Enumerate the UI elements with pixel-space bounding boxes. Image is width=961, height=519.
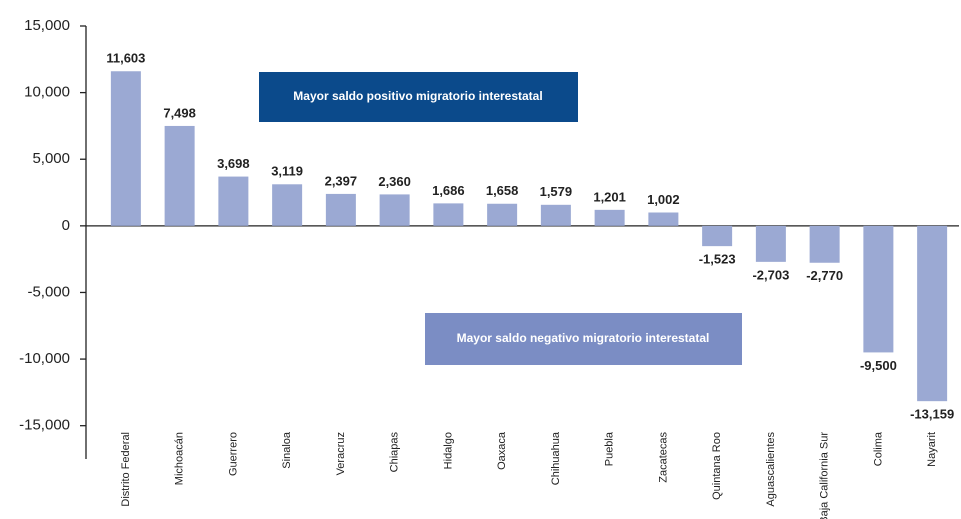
x-tick-label: Oaxaca: [496, 431, 508, 470]
value-label: 3,698: [217, 156, 250, 171]
x-tick-label: Colima: [872, 431, 884, 466]
y-tick-label: 10,000: [24, 84, 70, 101]
y-tick-label: 15,000: [24, 17, 70, 34]
bar: [110, 71, 141, 226]
value-label: -13,159: [910, 407, 954, 422]
value-label: 2,397: [325, 173, 358, 188]
y-tick-label: -5,000: [27, 283, 70, 300]
bar: [755, 225, 786, 262]
y-tick-label: 5,000: [32, 150, 70, 167]
x-tick-label: Nayarit: [926, 432, 938, 467]
value-label: 1,002: [647, 192, 680, 207]
value-label: 1,201: [593, 189, 626, 204]
x-tick-label: Sinaloa: [281, 431, 293, 469]
bar: [272, 184, 303, 226]
x-tick-label: Baja California Sur: [819, 432, 831, 519]
value-label: 11,603: [106, 51, 145, 66]
x-tick-label: Zacatecas: [657, 432, 669, 483]
value-label: -1,523: [699, 252, 736, 267]
x-tick-label: Chihuahua: [550, 431, 562, 485]
x-tick-label: Distrito Federal: [120, 432, 132, 507]
y-tick-label: -15,000: [19, 417, 70, 434]
x-tick-label: Quintana Roo: [711, 432, 723, 500]
x-tick-label: Aguascalientes: [765, 432, 777, 507]
value-label: 1,579: [540, 184, 573, 199]
bar: [487, 203, 518, 226]
bar: [433, 203, 464, 226]
bar: [594, 209, 625, 226]
value-label: -2,703: [752, 267, 789, 282]
bar: [648, 212, 679, 226]
value-label: -9,500: [860, 358, 897, 373]
bar: [379, 194, 410, 226]
value-label: 7,498: [163, 105, 196, 120]
bar: [863, 225, 894, 353]
bar: [540, 204, 571, 226]
bar: [702, 225, 733, 247]
x-tick-label: Chiapas: [389, 432, 401, 473]
value-label: 1,658: [486, 183, 519, 198]
x-tick-label: Veracruz: [335, 432, 347, 475]
annotation: Mayor saldo positivo migratorio interest…: [293, 89, 542, 103]
x-tick-label: Guerrero: [227, 432, 239, 476]
x-tick-label: Puebla: [604, 431, 616, 466]
annotation: Mayor saldo negativo migratorio interest…: [457, 331, 710, 345]
bar: [164, 125, 195, 226]
x-tick-label: Michoacán: [174, 432, 186, 485]
value-label: 1,686: [432, 183, 465, 198]
value-label: 2,360: [378, 174, 411, 189]
bar: [218, 176, 249, 226]
bar: [917, 225, 948, 402]
annotation-box: [259, 72, 578, 122]
value-label: 3,119: [271, 164, 303, 179]
y-tick-label: -10,000: [19, 350, 70, 367]
value-label: -2,770: [806, 268, 843, 283]
y-tick-label: 0: [62, 217, 70, 234]
annotation-box: [425, 313, 742, 365]
bar: [325, 193, 356, 226]
bar: [809, 225, 840, 263]
x-tick-label: Hidalgo: [442, 432, 454, 469]
